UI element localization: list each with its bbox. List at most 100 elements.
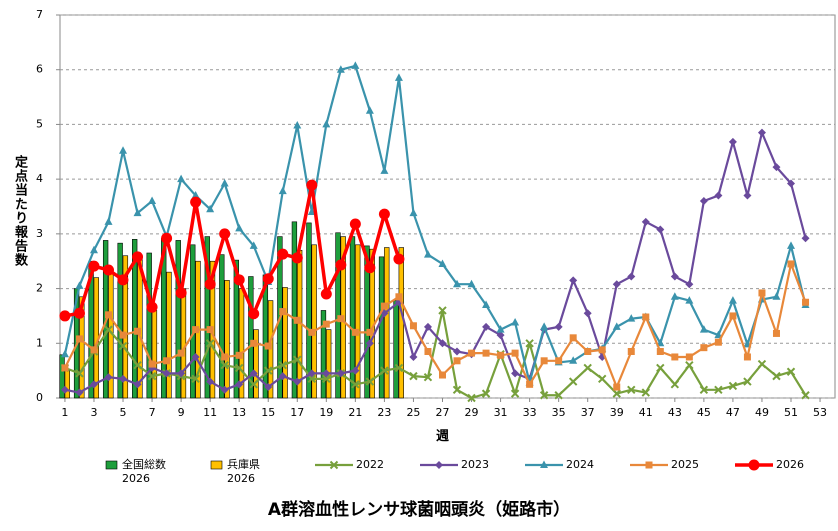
marker — [235, 351, 243, 359]
marker — [75, 281, 84, 289]
marker — [336, 369, 345, 378]
marker — [307, 374, 317, 384]
bar — [355, 244, 361, 399]
bar — [364, 245, 370, 399]
bar — [204, 236, 210, 399]
marker — [700, 344, 708, 352]
marker — [496, 331, 505, 340]
x-tick-label: 19 — [319, 406, 333, 419]
legend-item: 2025 — [630, 458, 735, 486]
marker — [438, 339, 447, 348]
marker — [337, 315, 345, 323]
legend-marker — [329, 460, 339, 470]
legend-swatch-box — [105, 460, 118, 470]
marker — [204, 278, 216, 290]
x-tick-label: 5 — [120, 406, 127, 419]
marker — [613, 383, 621, 391]
marker — [249, 241, 258, 249]
marker — [452, 385, 462, 395]
marker — [670, 380, 680, 389]
marker — [685, 353, 693, 361]
bar — [253, 329, 259, 399]
marker — [308, 328, 316, 336]
bar — [117, 242, 123, 399]
marker — [206, 326, 214, 334]
marker — [351, 61, 360, 69]
marker — [105, 311, 113, 319]
marker — [264, 383, 273, 392]
marker — [133, 208, 142, 217]
x-tick-label: 51 — [784, 406, 798, 419]
x-tick-label: 47 — [726, 406, 740, 419]
marker — [670, 272, 679, 281]
marker — [424, 347, 432, 355]
legend-label: 2023 — [461, 458, 489, 471]
marker — [641, 217, 650, 226]
marker — [525, 339, 534, 348]
marker — [161, 232, 173, 244]
marker — [539, 391, 549, 400]
legend-item: 2023 — [420, 458, 525, 486]
marker — [75, 335, 83, 343]
x-tick-label: 29 — [465, 406, 479, 419]
marker — [511, 369, 520, 378]
marker — [482, 349, 490, 357]
marker — [119, 146, 128, 154]
marker — [482, 300, 491, 308]
bar — [79, 296, 85, 399]
marker — [671, 353, 679, 361]
marker — [118, 341, 128, 351]
bar — [64, 370, 70, 399]
marker — [757, 128, 766, 137]
marker — [568, 377, 578, 386]
marker — [728, 137, 737, 146]
marker — [89, 380, 98, 389]
legend-swatch-box — [210, 460, 223, 470]
marker — [772, 371, 781, 381]
marker — [468, 349, 476, 357]
marker — [685, 280, 694, 289]
legend-marker — [435, 461, 443, 469]
marker — [133, 360, 142, 370]
marker — [88, 260, 100, 272]
marker — [320, 288, 332, 300]
marker — [365, 377, 375, 386]
marker — [177, 174, 186, 183]
marker — [249, 369, 258, 378]
marker — [206, 377, 215, 386]
marker — [438, 306, 447, 315]
marker — [497, 351, 505, 359]
marker — [743, 353, 751, 361]
marker — [598, 374, 607, 384]
bar — [175, 240, 181, 399]
marker — [757, 359, 767, 369]
bar — [349, 236, 356, 399]
y-tick-label: 7 — [36, 8, 43, 21]
bar — [190, 244, 196, 399]
marker — [467, 279, 476, 288]
marker — [278, 186, 287, 195]
marker — [656, 225, 665, 234]
marker — [482, 322, 491, 331]
legend-item: 2026 — [735, 458, 838, 486]
x-axis-label: 週 — [436, 429, 450, 444]
marker — [555, 357, 563, 365]
marker — [569, 276, 578, 285]
marker — [351, 380, 360, 389]
x-tick-label: 53 — [813, 406, 827, 419]
marker — [163, 357, 171, 365]
x-tick-label: 15 — [261, 406, 275, 419]
marker — [453, 357, 461, 365]
legend: 全国総数 2026 兵庫県 2026 2022 2023 2024 2025 2026 — [105, 458, 838, 486]
legend-swatch — [210, 460, 223, 470]
marker — [728, 296, 737, 304]
marker — [60, 385, 69, 394]
legend-item: 全国総数 2026 — [105, 458, 210, 486]
marker — [191, 374, 200, 384]
marker — [234, 363, 244, 373]
marker — [177, 349, 185, 357]
marker — [192, 326, 200, 334]
x-tick-label: 23 — [377, 406, 391, 419]
marker — [190, 196, 202, 208]
legend-swatch — [735, 459, 773, 471]
